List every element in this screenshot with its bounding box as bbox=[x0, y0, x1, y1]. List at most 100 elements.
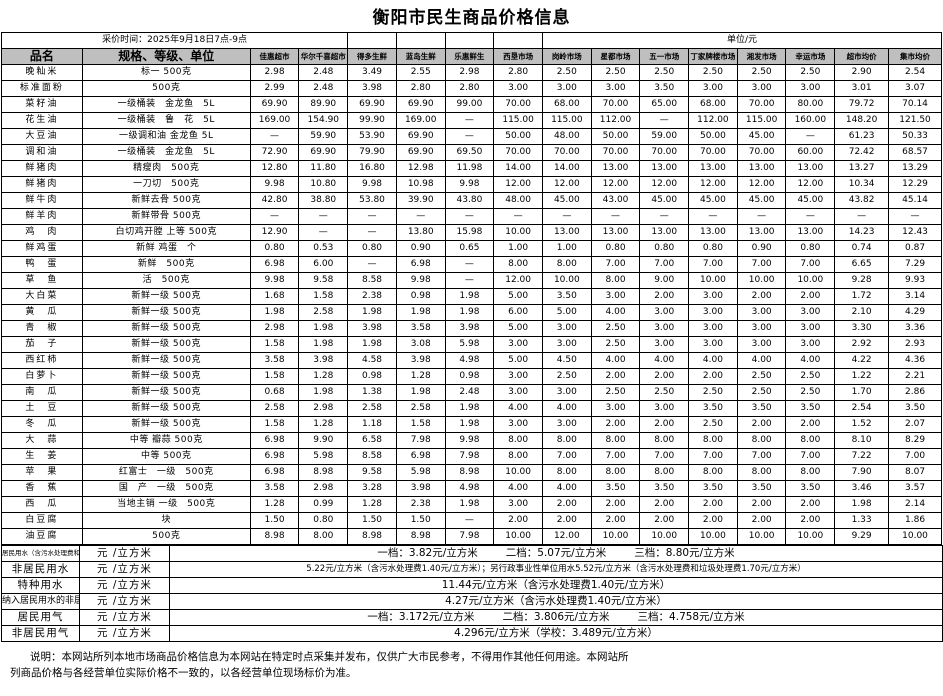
price-cell: 69.90 bbox=[395, 144, 446, 161]
price-cell: — bbox=[298, 208, 349, 225]
price-cell: 1.98 bbox=[444, 400, 495, 417]
col-header-market-11: 湘发市场 bbox=[736, 48, 787, 65]
meta-blank-2 bbox=[395, 32, 446, 49]
product-spec: 新鲜一级 500克 bbox=[81, 304, 251, 321]
price-cell: 6.58 bbox=[347, 432, 397, 449]
price-cell: 69.50 bbox=[444, 144, 495, 161]
price-cell: 0.65 bbox=[444, 240, 495, 257]
price-cell: 69.90 bbox=[298, 144, 349, 161]
product-spec: 新鲜带骨 500克 bbox=[81, 208, 251, 225]
price-cell: 7.00 bbox=[688, 256, 738, 273]
price-cell: 69.90 bbox=[249, 96, 300, 113]
avg-super-cell: 79.72 bbox=[834, 96, 890, 113]
price-cell: 53.80 bbox=[347, 192, 397, 209]
price-cell: 7.00 bbox=[639, 448, 690, 465]
table-row: 土 豆新鲜一级 500克 2.58 2.98 2.58 2.58 1.98 4.00 4.00… bbox=[1, 400, 942, 417]
price-cell: 9.98 bbox=[395, 272, 446, 289]
price-cell: 1.58 bbox=[249, 368, 300, 385]
avg-super-cell: 1.22 bbox=[834, 368, 890, 385]
price-cell: 3.00 bbox=[590, 288, 641, 305]
avg-super-cell: 148.20 bbox=[834, 112, 890, 129]
utility-name: 特种用水 bbox=[1, 577, 80, 594]
price-cell: 2.50 bbox=[736, 368, 787, 385]
avg-super-cell: 1.72 bbox=[834, 288, 890, 305]
price-cell: — bbox=[736, 208, 787, 225]
price-cell: 3.00 bbox=[688, 320, 738, 337]
price-cell: 8.00 bbox=[493, 256, 543, 273]
price-cell: — bbox=[444, 256, 495, 273]
price-cell: 169.00 bbox=[395, 112, 446, 129]
avg-super-cell: 43.82 bbox=[834, 192, 890, 209]
product-name: 冬 瓜 bbox=[1, 416, 83, 433]
price-cell: 48.00 bbox=[541, 128, 592, 145]
table-row: 鸡 肉白切鸡开膛 上等 500克 12.90— —13.80 15.98 10.00 13… bbox=[1, 224, 942, 241]
product-name: 白萝卜 bbox=[1, 368, 83, 385]
price-cell: 9.98 bbox=[444, 432, 495, 449]
price-cell: 2.00 bbox=[639, 288, 690, 305]
price-cell: 12.00 bbox=[688, 176, 738, 193]
price-cell: 3.00 bbox=[736, 80, 787, 97]
table-row: 油豆腐 500克 8.98 8.00 8.98 8.98 7.98 10.00 12.00 10.… bbox=[1, 528, 942, 545]
page-title: 衡阳市民生商品价格信息 bbox=[372, 8, 571, 28]
footer-line-1: 说明：本网站所列本地市场商品价格信息为本网站在特定时点采集并发布，仅供广大市民参… bbox=[30, 651, 629, 663]
utility-value: 4.27元/立方米（含污水处理费1.40元/立方米） bbox=[169, 593, 943, 610]
avg-market-cell: 9.93 bbox=[888, 272, 942, 289]
col-header-name: 品名 bbox=[1, 48, 83, 65]
price-cell: 72.90 bbox=[249, 144, 300, 161]
price-cell: 1.68 bbox=[249, 288, 300, 305]
product-name: 西红柿 bbox=[1, 352, 83, 369]
avg-super-cell: 3.01 bbox=[834, 80, 890, 97]
price-cell: 99.00 bbox=[444, 96, 495, 113]
price-cell: 3.00 bbox=[493, 496, 543, 513]
col-header-market-6: 西垦市场 bbox=[493, 48, 543, 65]
price-cell: 5.00 bbox=[493, 320, 543, 337]
utility-row: 居民用水（含污水处理费和垃圾处理费1.25元）元 /立方米一档：3.82元/立方… bbox=[1, 545, 943, 562]
price-cell: 3.00 bbox=[688, 304, 738, 321]
utility-row: 居民用气元 /立方米 一档：3.172元/立方米 二档：3.806元/立方米 三档：4… bbox=[1, 609, 943, 626]
avg-market-cell: 50.33 bbox=[888, 128, 942, 145]
price-cell: 12.80 bbox=[249, 160, 300, 177]
price-cell: 2.50 bbox=[590, 320, 641, 337]
price-cell: 8.00 bbox=[785, 464, 836, 481]
price-cell: 2.38 bbox=[347, 288, 397, 305]
price-cell: 13.00 bbox=[590, 224, 641, 241]
price-cell: 1.98 bbox=[444, 288, 495, 305]
col-header-market-12: 幸运市场 bbox=[785, 48, 836, 65]
avg-market-cell: 2.21 bbox=[888, 368, 942, 385]
product-name: 标准面粉 bbox=[1, 80, 83, 97]
avg-super-cell: — bbox=[834, 208, 890, 225]
price-cell: 7.00 bbox=[541, 448, 592, 465]
product-spec: 活 500克 bbox=[81, 272, 251, 289]
col-header-market-3: 得多生鲜 bbox=[347, 48, 397, 65]
price-cell: 2.50 bbox=[785, 384, 836, 401]
avg-market-cell: 7.00 bbox=[888, 448, 942, 465]
product-spec: 标一 500克 bbox=[81, 64, 251, 81]
price-cell: 169.00 bbox=[249, 112, 300, 129]
price-cell: 8.00 bbox=[736, 432, 787, 449]
price-cell: 13.00 bbox=[785, 160, 836, 177]
table-row: 西红柿 新鲜一级 500克 3.58 3.98 4.58 3.98 4.98 5.00 4.50… bbox=[1, 352, 942, 369]
footer-line-2: 列商品价格与各经营单位实际价格不一致的，以各经营单位现场标价为准。 bbox=[10, 667, 357, 680]
avg-market-cell: 2.54 bbox=[888, 64, 942, 81]
table-row: 鸭 蛋新鲜 500克 6.98 6.00—6.98—8.00 8.00 7.00 7.00… bbox=[1, 256, 942, 273]
product-spec: 白切鸡开膛 上等 500克 bbox=[81, 224, 251, 241]
price-cell: 3.98 bbox=[444, 320, 495, 337]
avg-super-cell: 4.22 bbox=[834, 352, 890, 369]
price-cell: 68.00 bbox=[541, 96, 592, 113]
price-cell: 6.98 bbox=[249, 432, 300, 449]
avg-market-cell: 45.14 bbox=[888, 192, 942, 209]
avg-market-cell: — bbox=[888, 208, 942, 225]
col-header-market-10: 丁家牌楼市场 bbox=[688, 48, 738, 65]
price-cell: 2.50 bbox=[688, 64, 738, 81]
price-cell: 2.00 bbox=[590, 368, 641, 385]
price-cell: 70.00 bbox=[590, 144, 641, 161]
price-cell: 3.00 bbox=[688, 336, 738, 353]
price-cell: 4.00 bbox=[493, 400, 543, 417]
product-name: 鲜牛肉 bbox=[1, 192, 83, 209]
price-cell: 8.00 bbox=[639, 432, 690, 449]
table-row: 鲜羊肉 新鲜带骨 500克 — — — — — — — — — — — — — — bbox=[1, 208, 942, 225]
product-spec: 一刀切 500克 bbox=[81, 176, 251, 193]
price-cell: 3.00 bbox=[785, 336, 836, 353]
price-cell: 89.90 bbox=[298, 96, 349, 113]
product-name: 鸭 蛋 bbox=[1, 256, 83, 273]
